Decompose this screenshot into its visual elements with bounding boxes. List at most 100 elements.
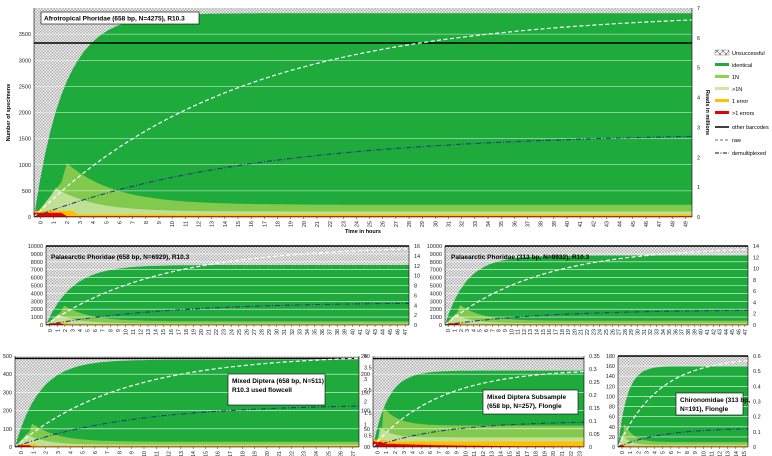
panel-title-mixed: Mixed Diptera (658 bp, N=511) xyxy=(232,378,324,385)
x-tick-label-subsample: 3 xyxy=(402,451,408,454)
y-tick-label-afro: 1500 xyxy=(19,137,31,143)
x-tick-label-pal658: 12 xyxy=(139,329,145,335)
x-tick-label-mixed: 25 xyxy=(326,451,332,456)
x-tick-label-pal313: 8 xyxy=(497,329,503,332)
y-tick-label-chiro: 140 xyxy=(606,374,615,380)
x-tick-label-pal658: 19 xyxy=(191,329,197,335)
one-n-area-pal313 xyxy=(445,305,748,325)
y2-tick-label-chiro: 0.1 xyxy=(753,430,761,436)
demultiplexed-reads-line-pal658 xyxy=(45,302,409,326)
x-tick-label-pal658: 22 xyxy=(214,329,220,335)
x-tick-label-pal313: 15 xyxy=(541,329,547,335)
x-tick-label-pal313: 35 xyxy=(667,329,673,335)
y-tick-label-afro: 3000 xyxy=(19,58,31,64)
x-tick-label-mixed: 0 xyxy=(19,451,25,454)
x-tick-label-pal313: 43 xyxy=(718,329,724,335)
y-tick-label-pal313: 8000 xyxy=(430,260,442,266)
x-tick-label-pal313: 9 xyxy=(503,329,509,332)
x-tick-label-subsample: 10 xyxy=(463,451,469,456)
legend-label-1n: 1N xyxy=(732,75,739,81)
raw-reads-line-chiro xyxy=(617,360,748,448)
x-tick-label-mixed: 8 xyxy=(117,451,123,454)
x-tick-label-pal313: 36 xyxy=(673,329,679,335)
y-tick-label-subsample: 100 xyxy=(361,409,370,415)
y2-tick-label-pal313: 6 xyxy=(753,289,756,295)
x-tick-label-subsample: 2 xyxy=(393,451,399,454)
y-tick-label-pal658: 3000 xyxy=(31,299,43,305)
y2-tick-label-mixed: 1 xyxy=(364,422,367,428)
x-tick-label-afro: 0 xyxy=(39,221,45,224)
y-tick-label-afro: 2500 xyxy=(19,84,31,90)
demultiplexed-reads-line-chiro xyxy=(617,428,748,448)
legend-item-gt1n: >1N xyxy=(715,87,742,93)
y2-tick-label-pal658: 0 xyxy=(414,323,417,329)
x-tick-label-afro: 12 xyxy=(197,221,203,227)
x-tick-label-pal313: 11 xyxy=(516,329,522,335)
x-tick-label-afro: 18 xyxy=(275,221,281,227)
y2-tick-label-subsample: 0.1 xyxy=(589,419,597,425)
y-tick-label-pal313: 7000 xyxy=(430,268,442,274)
legend-item-unsuccessful: Unsuccessful xyxy=(714,49,765,57)
x-tick-label-chiro: 5 xyxy=(661,451,667,454)
y-tick-label-pal313: 4000 xyxy=(430,291,442,297)
y2-tick-label-afro: 3 xyxy=(697,125,700,131)
x-tick-label-afro: 38 xyxy=(539,221,545,227)
gt-one-n-area-chiro xyxy=(618,434,748,447)
legend-label-unsuccessful: Unsuccessful xyxy=(732,51,765,57)
x-tick-label-afro: 17 xyxy=(262,221,268,227)
x-tick-label-pal658: 6 xyxy=(93,329,99,332)
x-tick-label-chiro: 11 xyxy=(709,451,715,456)
y-tick-label-chiro: 40 xyxy=(609,425,615,431)
raw-reads-line-pal313 xyxy=(444,248,749,326)
x-tick-label-pal658: 35 xyxy=(312,329,318,335)
y2-tick-label-pal658: 14 xyxy=(414,254,420,260)
y2-tick-label-pal313: 4 xyxy=(753,300,756,306)
raw-reads-line-afro xyxy=(33,19,693,218)
panel-subtitle-mixed: R10.3 used flowcell xyxy=(232,387,292,394)
x-tick-label-afro: 43 xyxy=(604,221,610,227)
y2-tick-label-pal658: 4 xyxy=(414,303,417,309)
x-tick-label-chiro: 13 xyxy=(726,451,732,456)
x-tick-label-mixed: 9 xyxy=(130,451,136,454)
x-tick-label-subsample: 17 xyxy=(525,451,531,456)
y-tick-label-mixed: 400 xyxy=(3,372,12,378)
x-tick-label-pal658: 23 xyxy=(222,329,228,335)
x-tick-label-pal658: 37 xyxy=(328,329,334,335)
panel-subtitle-chiro: N=191), Flongle xyxy=(680,406,729,413)
demultiplexed-reads-line-afro xyxy=(33,135,693,218)
x-tick-label-pal658: 27 xyxy=(252,329,258,335)
y2-tick-label-mixed: 1.5 xyxy=(364,411,372,417)
y2-tick-label-mixed: 3 xyxy=(364,377,367,383)
y2-tick-label-afro: 2 xyxy=(697,155,700,161)
y-tick-label-chiro: 80 xyxy=(609,405,615,411)
x-tick-label-afro: 5 xyxy=(104,221,110,224)
x-tick-label-pal313: 31 xyxy=(642,329,648,335)
x-tick-label-pal313: 7 xyxy=(490,329,496,332)
gt-one-n-area-pal658 xyxy=(46,314,409,325)
x-tick-label-subsample: 22 xyxy=(569,451,575,456)
x-tick-label-pal658: 42 xyxy=(365,329,371,335)
x-tick-label-pal313: 21 xyxy=(579,329,585,335)
legend-label-1-error: 1 error xyxy=(732,99,748,105)
raw-reads-line-subsample xyxy=(372,371,585,448)
x-tick-label-afro: 15 xyxy=(236,221,242,227)
x-tick-label-mixed: 10 xyxy=(142,451,148,456)
x-tick-label-chiro: 6 xyxy=(669,451,675,454)
x-tick-label-pal313: 23 xyxy=(591,329,597,335)
x-tick-label-afro: 10 xyxy=(170,221,176,227)
x-tick-label-pal658: 20 xyxy=(199,329,205,335)
y2-tick-label-pal313: 12 xyxy=(753,255,759,261)
title-box-chiro xyxy=(675,392,744,416)
x-tick-label-afro: 11 xyxy=(183,221,189,227)
x-tick-label-pal313: 45 xyxy=(730,329,736,335)
x-tick-label-afro: 25 xyxy=(368,221,374,227)
y2-tick-label-pal658: 8 xyxy=(414,284,417,290)
y2-tick-label-afro: 6 xyxy=(697,36,700,42)
x-tick-label-pal313: 2 xyxy=(459,329,465,332)
x-tick-label-subsample: 21 xyxy=(560,451,566,456)
x-tick-label-pal313: 1 xyxy=(452,329,458,332)
panel-title-subsample: Mixed Diptera Subsample xyxy=(487,394,566,401)
x-tick-label-afro: 26 xyxy=(381,221,387,227)
one-error-area-pal658 xyxy=(46,322,409,325)
